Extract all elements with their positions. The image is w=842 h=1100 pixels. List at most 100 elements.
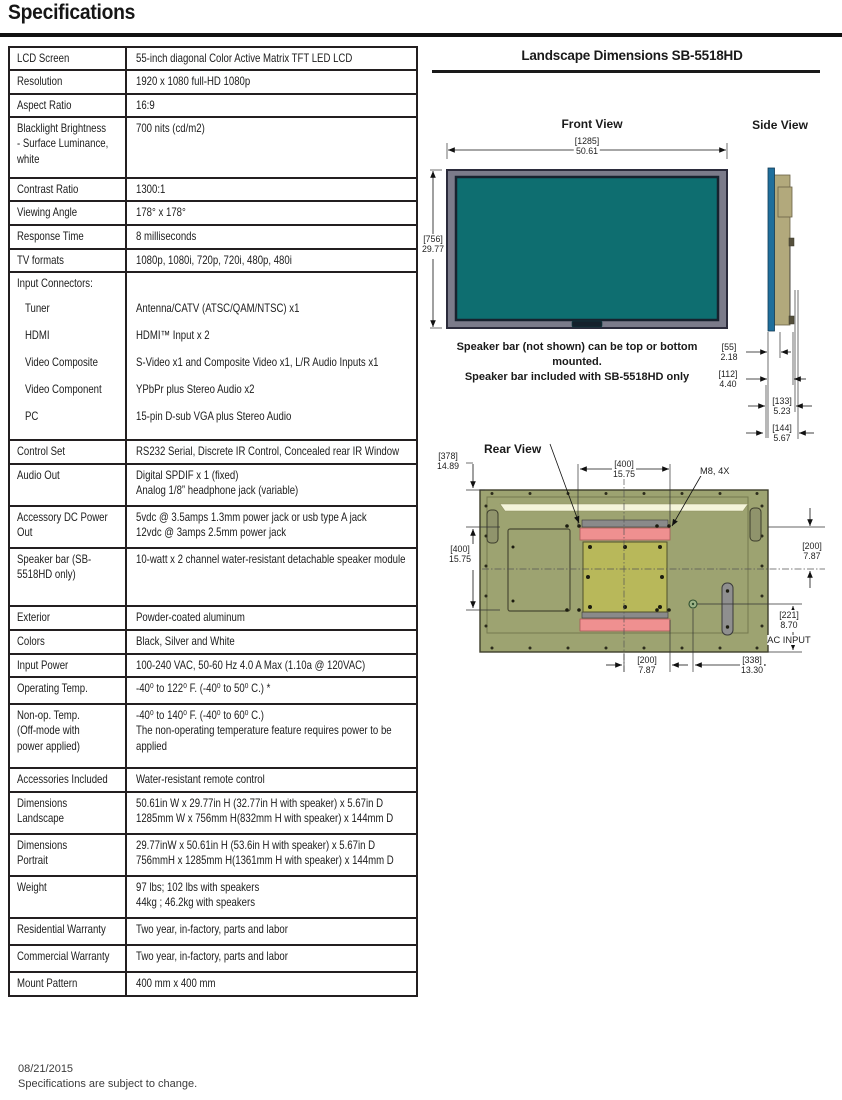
spec-label-text: Commercial Warranty [17,948,110,963]
dim-bottom-200: [200] 7.87 [636,655,658,675]
dim-depth-55: [55] 2.18 [719,342,739,362]
spec-value-cell: -40⁰ to 122⁰ F. (-40⁰ to 50⁰ C.) * [127,678,416,703]
spec-label-cell: Mount Pattern [10,972,127,995]
spec-value-text: RS232 Serial, Discrete IR Control, Conce… [136,444,400,459]
table-row: Input Connectors: Tuner HDMI Video Composit… [10,273,416,442]
spec-label-text: TV formats [17,252,64,267]
table-row: Accessory DC Power Out 5vdc @ 3.5amps 1.3… [10,506,416,549]
spec-sub-value: 15-pin D-sub VGA plus Stereo Audio [136,409,292,424]
spec-label-cell: LCD Screen [10,48,127,70]
spec-value-cell: Black, Silver and White [127,631,416,653]
spec-sub-label: HDMI [25,328,50,343]
spec-value-text: 50.61in W x 29.77in H (32.77in H with sp… [136,795,394,826]
spec-label-text: Response Time [17,228,84,243]
spec-label-text: Non-op. Temp. (Off-mode with power appli… [17,707,80,753]
spec-value-text: Antenna/CATV (ATSC/QAM/NTSC) x1 HDMI™ Inp… [136,276,412,436]
spec-value-cell: 400 mm x 400 mm [127,973,416,995]
spec-sub-label: Tuner [25,301,50,316]
spec-value-text: 97 lbs; 102 lbs with speakers 44kg ; 46.… [136,879,260,910]
dim-mount-width: [400] 15.75 [611,459,637,479]
spec-value-cell: Antenna/CATV (ATSC/QAM/NTSC) x1 HDMI™ Inp… [127,273,416,439]
technical-drawing [430,143,825,672]
diagram-title: Landscape Dimensions SB-5518HD [521,48,743,63]
spec-label-cell: Speaker bar (SB- 5518HD only) [10,548,127,605]
speaker-bar-note: Speaker bar (not shown) can be top or bo… [430,340,724,385]
spec-label-cell: TV formats [10,249,127,272]
spec-sub-value: HDMI™ Input x 2 [136,328,210,343]
spec-sub-label: Video Component [25,382,102,397]
spec-label-cell: Aspect Ratio [10,94,127,117]
spec-label-cell: Input Power [10,654,127,676]
table-row: Non-op. Temp. (Off-mode with power appli… [10,704,416,769]
spec-label-text: Exterior [17,609,51,624]
spec-value-text: -40⁰ to 140⁰ F. (-40⁰ to 60⁰ C.) The non… [136,707,392,753]
spec-label-text: Aspect Ratio [17,97,72,112]
spec-label-text: Colors [17,633,45,648]
extension-lines [430,143,825,672]
spec-label-cell: Accessories Included [10,768,127,791]
spec-label-text: Mount Pattern [17,975,78,990]
spec-value-text: 55-inch diagonal Color Active Matrix TFT… [136,51,353,65]
table-row: Contrast Ratio 1300:1 [10,179,416,203]
footer: 08/21/2015 Specifications are subject to… [18,1062,197,1092]
front-view-label: Front View [561,117,623,131]
dimensions-diagram: Landscape Dimensions SB-5518HD Front Vie… [420,40,842,700]
table-row: Colors Black, Silver and White [10,630,416,655]
spec-value-cell: 5vdc @ 3.5amps 1.3mm power jack or usb t… [127,507,416,547]
table-row: LCD Screen 55-inch diagonal Color Active … [10,48,416,72]
spec-label-text: Operating Temp. [17,680,88,695]
table-row: Speaker bar (SB- 5518HD only) 10-watt x 2… [10,548,416,607]
spec-value-cell: 16:9 [127,95,416,116]
table-row: Audio Out Digital SPDIF x 1 (fixed) Analo… [10,464,416,507]
spec-value-text: Black, Silver and White [136,633,235,648]
spec-value-text: 16:9 [136,97,155,112]
spec-sub-value: YPbPr plus Stereo Audio x2 [136,382,255,397]
spec-value-cell: Water-resistant remote control [127,769,416,791]
table-row: Control Set RS232 Serial, Discrete IR Con… [10,441,416,465]
spec-label-text: Blacklight Brightness - Surface Luminanc… [17,121,109,166]
speaker-note-line3: Speaker bar included with SB-5518HD only [464,371,690,383]
table-row: Accessories Included Water-resistant remo… [10,768,416,793]
dim-right-200: [200] 7.87 [801,541,823,561]
spec-value-cell: 1080p, 1080i, 720p, 720i, 480p, 480i [127,250,416,271]
spec-label-text: Accessories Included [17,771,108,786]
spec-value-cell: 178° x 178° [127,202,416,223]
spec-sub-header: Input Connectors: [17,276,93,291]
dim-depth-144: [144] 5.67 [771,423,793,443]
spec-sub-spacer [136,276,412,301]
spec-label-text: Input Connectors: Tuner HDMI Video Composit… [17,276,122,436]
side-view-label: Side View [752,118,808,132]
spec-label-cell: Input Connectors: Tuner HDMI Video Composit… [10,273,127,440]
dim-rear-378: [378] 14.89 [435,451,461,471]
speaker-note-line2: mounted. [552,356,602,368]
spec-table: LCD Screen 55-inch diagonal Color Active … [8,46,418,997]
spec-label-cell: Accessory DC Power Out [10,506,127,547]
spec-value-text: Water-resistant remote control [136,771,265,786]
side-view-drawing [767,167,795,332]
speaker-note-line1: Speaker bar (not shown) can be top or bo… [456,341,698,353]
page-title: Specifications [8,1,136,24]
spec-label-cell: Weight [10,876,127,917]
table-row: Exterior Powder-coated aluminum [10,606,416,631]
spec-label-text: Control Set [17,444,66,459]
front-view-drawing [446,169,728,329]
spec-label-text: Residential Warranty [17,921,106,936]
table-row: Operating Temp. -40⁰ to 122⁰ F. (-40⁰ to … [10,677,416,705]
spec-value-text: 5vdc @ 3.5amps 1.3mm power jack or usb t… [136,509,367,539]
dim-bottom-338: [338] 13.30 [739,655,765,675]
spec-label-text: Contrast Ratio [17,182,79,197]
spec-sub-value: S-Video x1 and Composite Video x1, L/R A… [136,355,379,370]
spec-value-cell: Two year, in-factory, parts and labor [127,919,416,944]
spec-label-text: Speaker bar (SB- 5518HD only) [17,551,92,581]
spec-label-text: Viewing Angle [17,205,78,220]
m8-bolt-label: M8, 4X [700,466,730,476]
table-row: Resolution 1920 x 1080 full-HD 1080p [10,71,416,95]
spec-value-cell: RS232 Serial, Discrete IR Control, Conce… [127,441,416,462]
spec-value-text: 1920 x 1080 full-HD 1080p [136,74,251,89]
dim-ac-221: [221] 8.70 [778,610,800,630]
spec-value-text: 1300:1 [136,182,166,197]
table-row: Dimensions Portrait 29.77inW x 50.61in H … [10,834,416,877]
table-row: Residential Warranty Two year, in-factory… [10,918,416,946]
spec-value-cell: 700 nits (cd/m2) [127,118,416,177]
